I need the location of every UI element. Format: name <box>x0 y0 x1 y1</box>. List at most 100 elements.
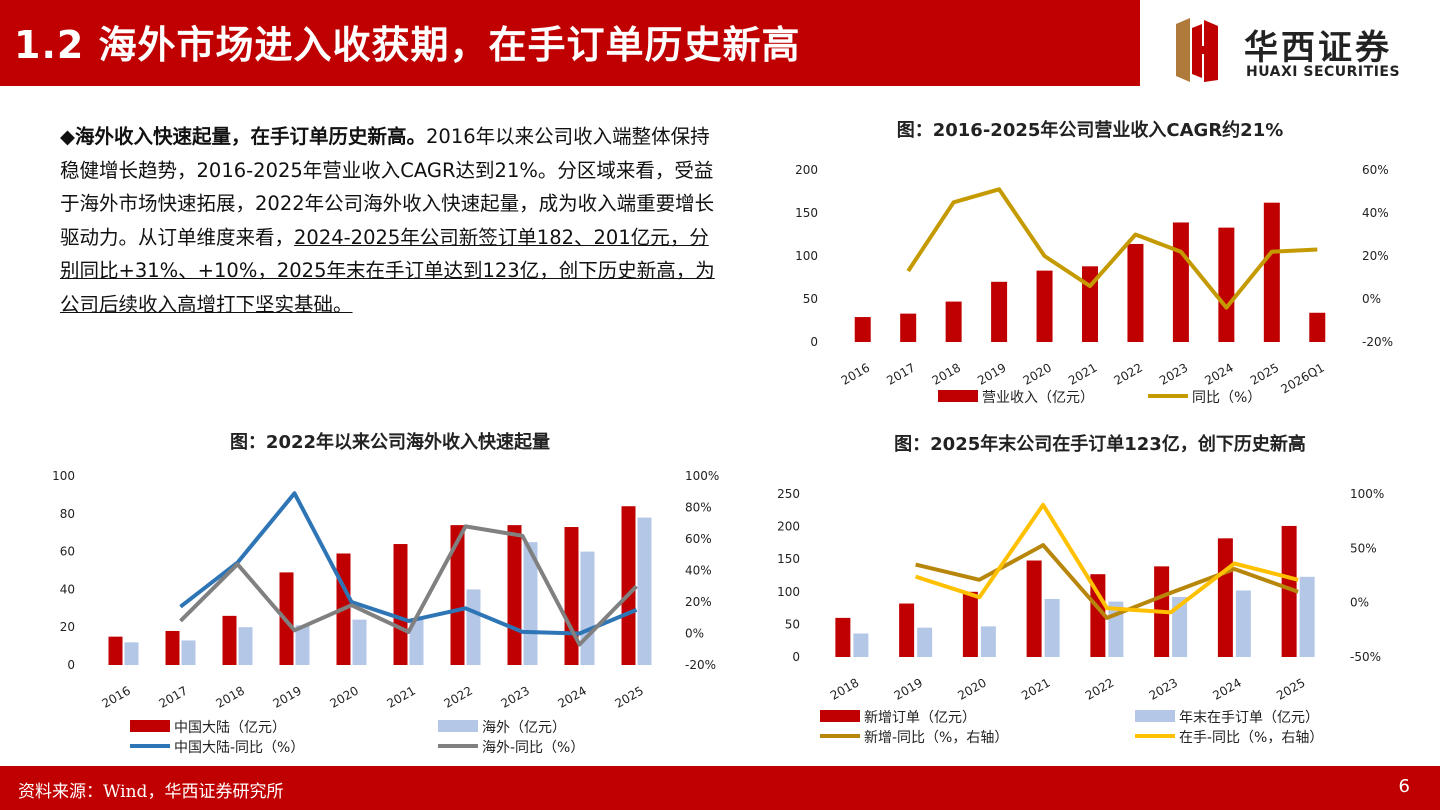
logo-name-en: HUAXI SECURITIES <box>1246 64 1401 80</box>
bar <box>1217 538 1233 657</box>
x-tick-label: 2017 <box>884 360 917 387</box>
bar <box>580 551 595 665</box>
bar <box>980 626 996 657</box>
x-tick-label: 2022 <box>442 683 475 710</box>
summary-paragraph: ◆海外收入快速起量，在手订单历史新高。2016年以来公司收入端整体保持稳健增长趋… <box>60 120 728 321</box>
bar <box>945 301 962 342</box>
bar <box>466 589 481 665</box>
x-tick-label: 2025 <box>613 683 646 710</box>
legend-label: 新增-同比（%，右轴） <box>864 730 1008 746</box>
y-right-tick-label: 0% <box>1362 292 1381 306</box>
x-tick-label: 2018 <box>930 360 963 387</box>
bar <box>564 527 579 665</box>
bar <box>352 619 367 665</box>
page-number: 6 <box>1398 776 1410 797</box>
y-left-tick-label: 0 <box>67 658 75 672</box>
y-left-tick-label: 50 <box>803 292 818 306</box>
legend-label: 年末在手订单（亿元） <box>1179 710 1319 726</box>
y-right-tick-label: -20% <box>685 658 716 672</box>
y-left-tick-label: 100 <box>795 249 818 263</box>
bar <box>295 625 310 665</box>
y-left-tick-label: 50 <box>785 617 800 631</box>
y-right-tick-label: 60% <box>685 532 712 546</box>
bar <box>507 525 522 665</box>
logo-name-cn: 华西证券 <box>1244 28 1392 68</box>
x-tick-label: 2021 <box>1019 675 1052 702</box>
source-note: 资料来源：Wind，华西证券研究所 <box>18 782 284 802</box>
footer-bar: 资料来源：Wind，华西证券研究所 6 <box>0 766 1440 810</box>
summary-text-underlined: 2024-2025年公司新签订单182、201亿元，分别同比+31%、+10%，… <box>60 225 715 316</box>
x-tick-label: 2024 <box>556 683 589 710</box>
x-tick-label: 2016 <box>839 360 872 387</box>
x-tick-label: 2023 <box>1157 360 1190 387</box>
x-tick-label: 2026Q1 <box>1279 360 1327 396</box>
bar <box>1044 598 1060 657</box>
orders-chart: 0 50 100 150 200 250 -50% 0% 50% 100% 2018 2019 2020… <box>777 487 1384 746</box>
y-left-tick-label: 150 <box>777 552 800 566</box>
legend-swatch <box>130 720 170 732</box>
x-tick-label: 2021 <box>385 683 418 710</box>
x-tick-label: 2022 <box>1112 360 1145 387</box>
y-left-tick-label: 60 <box>60 545 75 559</box>
x-tick-label: 2022 <box>1083 675 1116 702</box>
series-line <box>915 543 1299 620</box>
header-bar: 1.2 海外市场进入收获期，在手订单历史新高 <box>0 0 1140 86</box>
x-tick-label: 2017 <box>157 683 190 710</box>
bar <box>450 525 465 665</box>
summary-text: 2016年以来公司收入端整体保持稳健增长趋势，2016-2025年营业收入CAG… <box>60 125 715 249</box>
bar <box>222 615 237 665</box>
bar <box>409 619 424 665</box>
x-tick-label: 2020 <box>1021 360 1054 387</box>
legend-label: 海外-同比（%） <box>482 740 584 756</box>
y-right-tick-label: 20% <box>685 595 712 609</box>
bar <box>962 591 978 657</box>
y-right-tick-label: 80% <box>685 501 712 515</box>
chart-title-overseas: 图：2022年以来公司海外收入快速起量 <box>229 432 551 453</box>
bar <box>899 603 915 657</box>
y-left-tick-label: 250 <box>777 487 800 501</box>
y-left-tick-label: 200 <box>777 520 800 534</box>
y-left-tick-label: 20 <box>60 620 75 634</box>
bar <box>917 627 933 657</box>
y-left-tick-label: 80 <box>60 507 75 521</box>
bar <box>1281 525 1297 657</box>
y-left-tick-label: 200 <box>795 163 818 177</box>
y-left-tick-label: 40 <box>60 582 75 596</box>
bar <box>900 313 917 342</box>
bar <box>853 633 869 657</box>
y-left-tick-label: 100 <box>52 469 75 483</box>
y-right-tick-label: 40% <box>685 564 712 578</box>
x-tick-label: 2020 <box>328 683 361 710</box>
legend-label: 同比（%） <box>1192 390 1261 406</box>
bar <box>238 627 253 665</box>
legend-label: 新增订单（亿元） <box>864 710 976 726</box>
y-right-tick-label: 50% <box>1350 541 1377 555</box>
huaxi-logo-icon <box>1176 18 1218 82</box>
bar <box>854 317 871 342</box>
series-line <box>179 491 638 636</box>
revenue-chart: 0 50 100 150 200 -20% 0% 20% 40% 60% 2016 2017 2018 2… <box>795 163 1393 406</box>
x-tick-label: 2016 <box>100 683 133 710</box>
y-right-tick-label: 20% <box>1362 249 1389 263</box>
x-tick-label: 2024 <box>1202 360 1235 387</box>
region-revenue-chart: 0 20 40 60 80 100 -20% 0% 20% 40% 60% 80% 100% 2016 20… <box>52 469 719 756</box>
company-logo: 华西证券 HUAXI SECURITIES <box>1172 18 1432 82</box>
x-tick-label: 2023 <box>1147 675 1180 702</box>
x-tick-label: 2025 <box>1248 360 1281 387</box>
bar <box>1309 312 1326 342</box>
bar <box>1299 576 1315 657</box>
y-left-tick-label: 0 <box>792 650 800 664</box>
bar <box>1218 227 1235 342</box>
bar <box>637 517 652 665</box>
x-tick-label: 2018 <box>828 675 861 702</box>
x-tick-label: 2024 <box>1210 675 1243 702</box>
bar <box>165 630 180 665</box>
x-tick-label: 2019 <box>892 675 925 702</box>
bar <box>181 640 196 665</box>
legend-label: 海外（亿元） <box>482 720 566 736</box>
bar <box>523 542 538 665</box>
legend-swatch <box>1135 710 1175 722</box>
x-tick-label: 2025 <box>1274 675 1307 702</box>
x-tick-label: 2018 <box>214 683 247 710</box>
x-tick-label: 2021 <box>1066 360 1099 387</box>
